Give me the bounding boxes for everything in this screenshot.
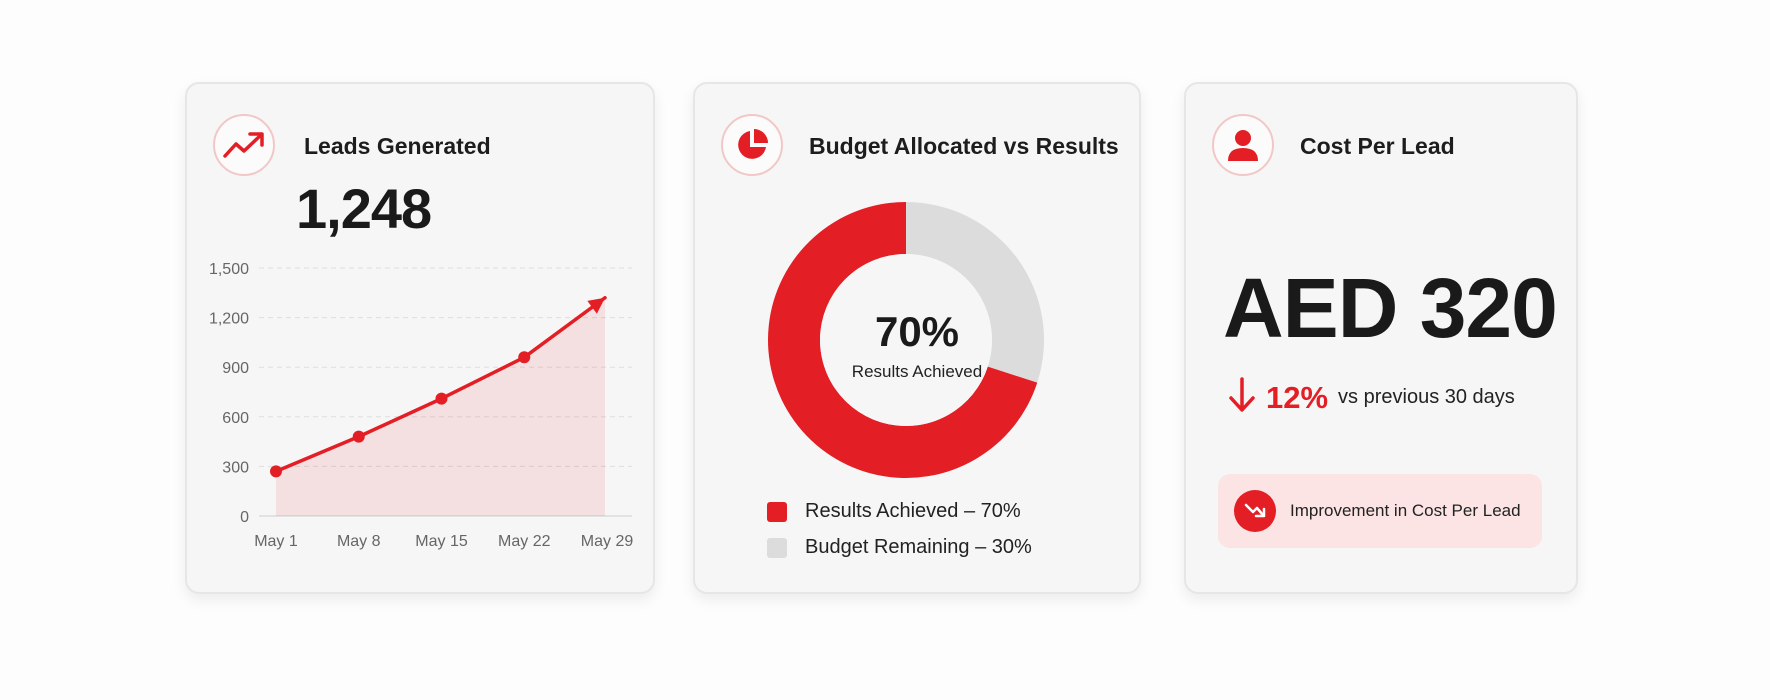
data-point <box>518 351 531 364</box>
series-area <box>276 297 605 516</box>
legend-label-remaining: Budget Remaining – 30% <box>805 536 1032 558</box>
data-point-arrowhead <box>587 297 605 314</box>
data-point <box>270 465 282 478</box>
leads-card-title: Leads Generated <box>304 133 491 159</box>
donut-slice-results <box>768 202 1038 478</box>
legend-item-results: Results Achieved – 70% <box>767 500 1021 523</box>
legend-swatch-results <box>767 501 787 522</box>
cpl-change: 12% vs previous 30 days <box>1228 376 1515 419</box>
donut-center-value: 70% <box>874 308 960 355</box>
x-tick-label: May 22 <box>498 533 551 550</box>
improvement-badge-label: Improvement in Cost Per Lead <box>1290 501 1521 520</box>
legend-item-remaining: Budget Remaining – 30% <box>767 536 1032 559</box>
y-tick-label: 1,200 <box>209 311 249 328</box>
data-point <box>352 430 365 443</box>
y-tick-label: 0 <box>240 509 249 526</box>
x-tick-label: May 29 <box>581 533 634 550</box>
legend-swatch-remaining <box>767 537 787 558</box>
trending-up-icon <box>213 114 275 176</box>
leads-line-chart: 0 300 600 900 1,200 1,500 May 1 May 8 May 15 May … <box>209 261 634 550</box>
improvement-badge: Improvement in Cost Per Lead <box>1218 474 1542 548</box>
donut-slice-remaining <box>906 202 1044 383</box>
leads-value: 1,248 <box>296 177 432 240</box>
arrow-down-icon <box>1228 376 1256 419</box>
budget-card-title: Budget Allocated vs Results <box>809 133 1119 159</box>
x-tick-label: May 15 <box>415 533 468 550</box>
y-tick-label: 900 <box>222 360 249 377</box>
trending-down-icon <box>1234 490 1276 532</box>
y-tick-label: 600 <box>222 410 249 427</box>
donut-hole <box>820 254 992 426</box>
cost-per-lead-card: Cost Per Lead AED 320 12% vs previous 30… <box>1184 82 1578 594</box>
x-tick-label: May 8 <box>337 533 381 550</box>
cpl-change-percent: 12% <box>1266 379 1329 415</box>
data-point <box>435 392 448 405</box>
cpl-value: AED 320 <box>1223 261 1558 355</box>
budget-donut-chart <box>768 202 1044 478</box>
legend-label-results: Results Achieved – 70% <box>805 500 1021 522</box>
y-tick-label: 1,500 <box>209 261 249 278</box>
y-tick-label: 300 <box>222 459 249 476</box>
donut-center-label: Results Achieved <box>851 362 983 381</box>
cpl-card-title: Cost Per Lead <box>1300 133 1455 159</box>
pie-chart-icon <box>721 114 783 176</box>
leads-generated-card: 0 300 600 900 1,200 1,500 May 1 May 8 May 15 May … <box>185 82 655 594</box>
budget-card: Budget Allocated vs Results 70% Results … <box>693 82 1141 594</box>
cpl-change-label: vs previous 30 days <box>1338 386 1515 408</box>
x-tick-label: May 1 <box>254 533 298 550</box>
user-icon <box>1212 114 1274 176</box>
